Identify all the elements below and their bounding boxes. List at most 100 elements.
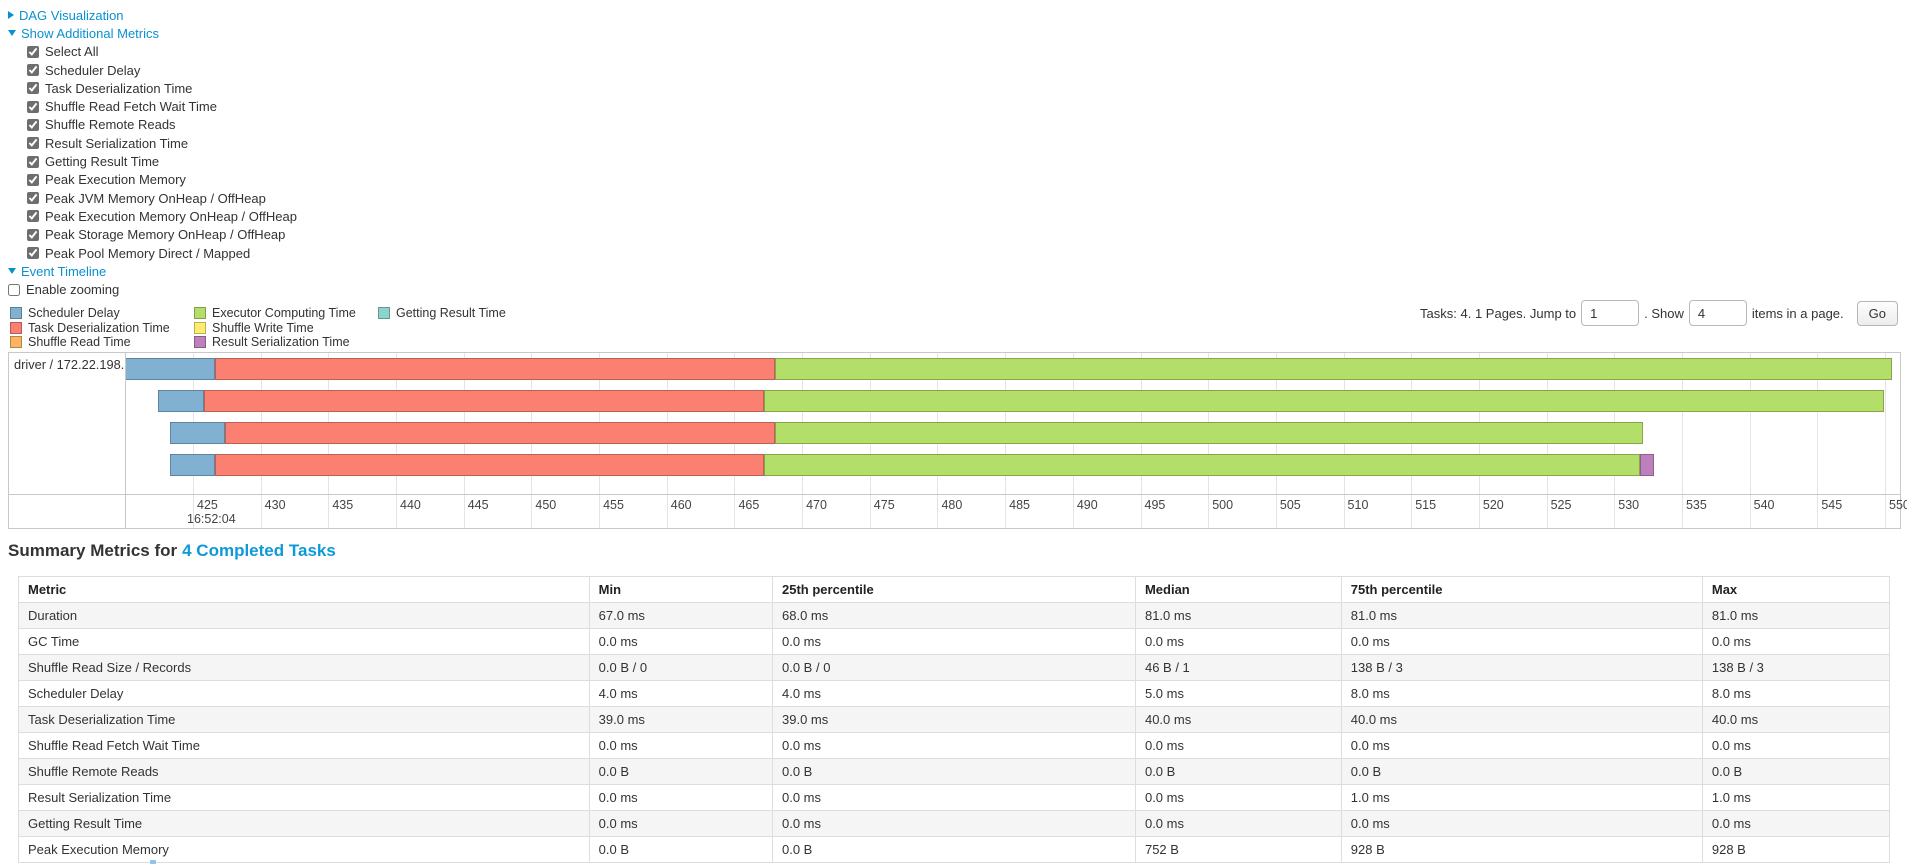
metric-checkbox-row[interactable]: Shuffle Remote Reads: [27, 116, 297, 134]
table-header-cell: Max: [1701, 576, 1891, 603]
axis-tick-label: 540: [1753, 498, 1775, 512]
task-bar-segment-executor-computing[interactable]: [775, 422, 1643, 444]
table-cell: 0.0 B: [1701, 758, 1891, 785]
metric-checkbox[interactable]: [27, 173, 39, 186]
legend-item: Task Deserialization Time: [10, 321, 180, 336]
metric-checkbox[interactable]: [27, 100, 39, 113]
task-bar-segment-task-deserialization[interactable]: [203, 390, 765, 412]
metric-checkbox[interactable]: [27, 137, 39, 150]
axis-tick-label: 490: [1076, 498, 1098, 512]
table-row: Duration 67.0 ms 68.0 ms 81.0 ms 81.0 ms 81.0…: [18, 602, 1891, 629]
metric-checkbox-row[interactable]: Peak Storage Memory OnHeap / OffHeap: [27, 226, 297, 244]
table-cell: 0.0 ms: [1340, 732, 1703, 759]
executor-label-column: driver / 172.22.198.104: [9, 353, 126, 528]
metric-checkbox[interactable]: [27, 118, 39, 131]
task-pagination: Tasks: 4. 1 Pages. Jump to . Show items …: [1415, 296, 1898, 330]
metric-checkbox[interactable]: [27, 228, 39, 241]
task-bar-segment-executor-computing[interactable]: [775, 358, 1892, 380]
dag-visualization-link[interactable]: DAG Visualization: [19, 7, 124, 23]
axis-tick-label: 460: [670, 498, 692, 512]
gridline: [1885, 353, 1886, 528]
metric-checkbox[interactable]: [27, 45, 39, 58]
metric-checkbox[interactable]: [27, 210, 39, 223]
table-row: Shuffle Read Fetch Wait Time 0.0 ms 0.0 ms…: [18, 732, 1891, 759]
metric-checkbox-row[interactable]: Peak Execution Memory: [27, 171, 297, 189]
legend-label: Scheduler Delay: [28, 306, 120, 321]
table-cell: 0.0 ms: [1340, 628, 1703, 655]
enable-zooming-row[interactable]: Enable zooming: [8, 280, 297, 298]
completed-tasks-link[interactable]: 4 Completed Tasks: [182, 541, 336, 560]
metric-checkbox-row[interactable]: Peak JVM Memory OnHeap / OffHeap: [27, 189, 297, 207]
legend-color-swatch: [10, 321, 22, 334]
axis-tick-label: 550: [1889, 498, 1907, 512]
table-cell: 67.0 ms: [588, 602, 774, 629]
table-cell: 0.0 ms: [1340, 810, 1703, 837]
legend-label: Shuffle Read Time: [28, 335, 131, 350]
task-bar-segment-task-deserialization[interactable]: [225, 422, 776, 444]
axis-tick-label: 525: [1550, 498, 1572, 512]
table-cell: Shuffle Read Size / Records: [18, 654, 590, 681]
task-bar-segment-scheduler-delay[interactable]: [157, 390, 204, 412]
timeline-legend: Scheduler Delay Task Deserialization Time…: [10, 306, 520, 350]
timeline-task-bars: [126, 353, 1900, 494]
gridline: [1749, 353, 1751, 528]
table-cell: Shuffle Remote Reads: [18, 758, 590, 785]
metric-checkbox-row[interactable]: Shuffle Read Fetch Wait Time: [27, 97, 297, 115]
table-cell: 0.0 B / 0: [588, 654, 774, 681]
event-timeline-link[interactable]: Event Timeline: [21, 263, 107, 279]
table-cell: 39.0 ms: [772, 706, 1136, 733]
metric-checkbox[interactable]: [27, 155, 39, 168]
legend-item: Scheduler Delay: [10, 306, 180, 321]
axis-tick-label: 465: [738, 498, 760, 512]
task-bar-segment-scheduler-delay[interactable]: [169, 454, 215, 476]
show-additional-metrics-toggle[interactable]: Show Additional Metrics: [8, 24, 297, 42]
metric-checkbox-row[interactable]: Getting Result Time: [27, 152, 297, 170]
metric-checkbox-row[interactable]: Task Deserialization Time: [27, 79, 297, 97]
metric-checkbox-label: Peak Pool Memory Direct / Mapped: [45, 245, 251, 261]
metric-checkbox-label: Peak Storage Memory OnHeap / OffHeap: [45, 227, 286, 243]
metric-checkbox[interactable]: [27, 247, 39, 259]
axis-tick-label: 505: [1279, 498, 1301, 512]
legend-item: Shuffle Read Time: [10, 335, 180, 350]
items-per-page-input[interactable]: [1688, 300, 1747, 326]
enable-zooming-label: Enable zooming: [26, 282, 120, 298]
task-bar-segment-scheduler-delay[interactable]: [169, 422, 226, 444]
metric-checkbox-row[interactable]: Peak Pool Memory Direct / Mapped: [27, 244, 297, 262]
table-cell: 8.0 ms: [1340, 680, 1703, 707]
event-timeline-toggle[interactable]: Event Timeline: [8, 262, 297, 280]
table-cell: 40.0 ms: [1340, 706, 1703, 733]
table-header-cell: Metric: [18, 576, 590, 603]
table-row: Peak Execution Memory 0.0 B 0.0 B 752 B 928 …: [18, 836, 1891, 863]
metric-checkbox-row[interactable]: Scheduler Delay: [27, 61, 297, 79]
go-button[interactable]: Go: [1856, 300, 1898, 326]
axis-tick-label: 425: [197, 498, 218, 512]
metric-checkbox[interactable]: [27, 192, 39, 205]
legend-column: Executor Computing Time Shuffle Write Tim…: [194, 306, 364, 350]
task-bar-segment-executor-computing[interactable]: [764, 454, 1640, 476]
task-bar-segment-executor-computing[interactable]: [764, 390, 1884, 412]
pagination-summary-text: Tasks: 4. 1 Pages. Jump to: [1420, 305, 1577, 321]
task-bar-segment-result-serialization[interactable]: [1639, 454, 1654, 476]
axis-tick-label: 450: [535, 498, 557, 512]
metric-checkbox[interactable]: [27, 64, 39, 77]
dag-visualization-toggle[interactable]: DAG Visualization: [8, 6, 297, 24]
axis-tick-label: 495: [1144, 498, 1166, 512]
legend-item: Executor Computing Time: [194, 306, 364, 321]
jump-to-page-input[interactable]: [1581, 300, 1640, 326]
metric-checkbox-row[interactable]: Result Serialization Time: [27, 134, 297, 152]
metric-checkbox-row[interactable]: Peak Execution Memory OnHeap / OffHeap: [27, 207, 297, 225]
metric-checkbox-row[interactable]: Select All: [27, 43, 297, 61]
task-bar-segment-scheduler-delay[interactable]: [126, 358, 215, 380]
table-row: Scheduler Delay 4.0 ms 4.0 ms 5.0 ms 8.0 ms 8…: [18, 680, 1891, 707]
enable-zooming-checkbox[interactable]: [8, 283, 20, 296]
task-bar-segment-task-deserialization[interactable]: [214, 358, 776, 380]
table-row: Shuffle Read Size / Records 0.0 B / 0 0.0 …: [18, 654, 1891, 681]
show-additional-metrics-link[interactable]: Show Additional Metrics: [21, 25, 160, 41]
table-cell: 0.0 ms: [1134, 810, 1342, 837]
table-cell: 0.0 ms: [588, 732, 774, 759]
legend-column: Getting Result Time: [378, 306, 506, 350]
task-bar-segment-task-deserialization[interactable]: [214, 454, 765, 476]
metric-checkbox[interactable]: [27, 82, 39, 95]
table-cell: 0.0 B: [1134, 758, 1342, 785]
